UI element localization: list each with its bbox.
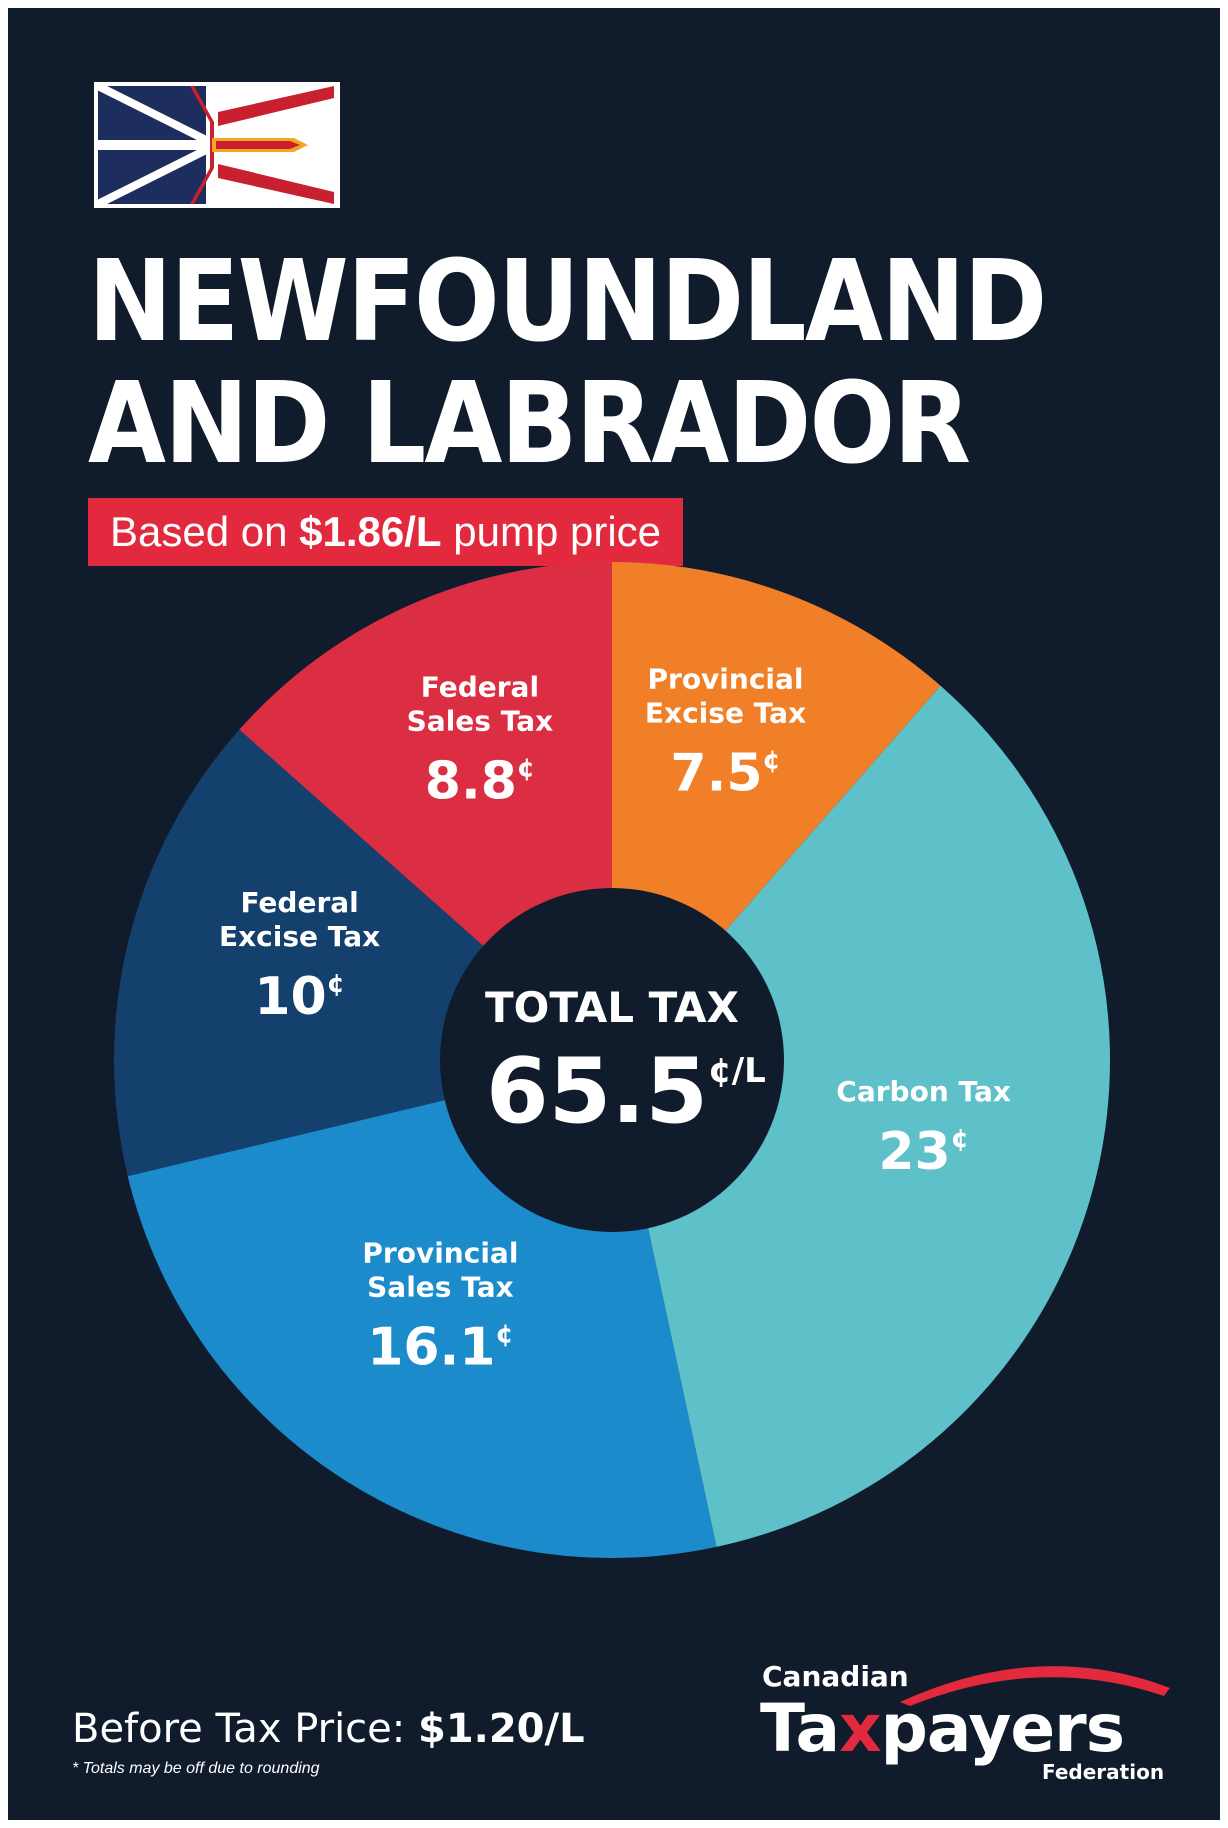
logo-canadian: Canadian — [762, 1660, 909, 1693]
slice-label-4-line2: Sales Tax — [407, 704, 554, 737]
pump-price-value: $1.86/L — [299, 508, 442, 555]
rounding-footnote: * Totals may be off due to rounding — [72, 1760, 320, 1777]
page-title-line2: AND LABRADOR — [88, 359, 971, 489]
slice-label-3-line1: Federal — [240, 886, 358, 919]
slice-value-2: 16.1¢ — [367, 1317, 513, 1377]
slice-value-3: 10¢ — [254, 967, 344, 1027]
slice-label-2-line1: Provincial — [362, 1236, 518, 1269]
before-tax-price: Before Tax Price: $1.20/L — [72, 1706, 585, 1752]
page-title-line1: NEWFOUNDLAND — [88, 237, 1047, 367]
pump-price-banner: Based on $1.86/L pump price — [88, 498, 684, 566]
pie-slice-1 — [612, 685, 1110, 1547]
slice-label-0-line1: Provincial — [647, 663, 803, 696]
center-hole — [440, 888, 784, 1232]
before-tax-value: $1.20/L — [417, 1706, 585, 1752]
newfoundland-flag-icon — [94, 82, 340, 208]
slice-label-2-line2: Sales Tax — [367, 1270, 514, 1303]
slice-label-4-line1: Federal — [421, 670, 539, 703]
pump-price-suffix: pump price — [441, 508, 662, 555]
logo-swoosh-icon — [900, 1666, 1170, 1706]
before-tax-label: Before Tax Price: — [72, 1706, 418, 1752]
logo-federation: Federation — [1042, 1760, 1165, 1784]
poster: NEWFOUNDLAND AND LABRADOR Based on $1.86… — [8, 8, 1220, 1820]
slice-label-0-line2: Excise Tax — [645, 697, 806, 730]
slice-label-3-line2: Excise Tax — [219, 920, 380, 953]
slice-value-4: 8.8¢ — [425, 751, 535, 811]
logo-taxpayers: Taxpayers — [760, 1690, 1125, 1767]
slice-value-1: 23¢ — [878, 1122, 968, 1182]
slice-label-1-line1: Carbon Tax — [836, 1075, 1011, 1108]
total-tax-value: 65.5¢/L — [486, 1039, 766, 1144]
pump-price-prefix: Based on — [110, 508, 300, 555]
ctf-logo: Canadian Taxpayers Federation — [760, 1644, 1180, 1794]
slice-value-0: 7.5¢ — [670, 744, 780, 804]
total-tax-label: TOTAL TAX — [485, 983, 739, 1032]
